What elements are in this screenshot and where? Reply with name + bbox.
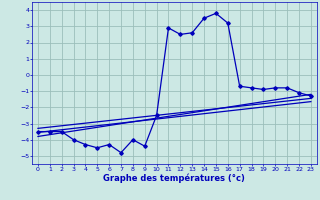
X-axis label: Graphe des températures (°c): Graphe des températures (°c) — [103, 173, 245, 183]
